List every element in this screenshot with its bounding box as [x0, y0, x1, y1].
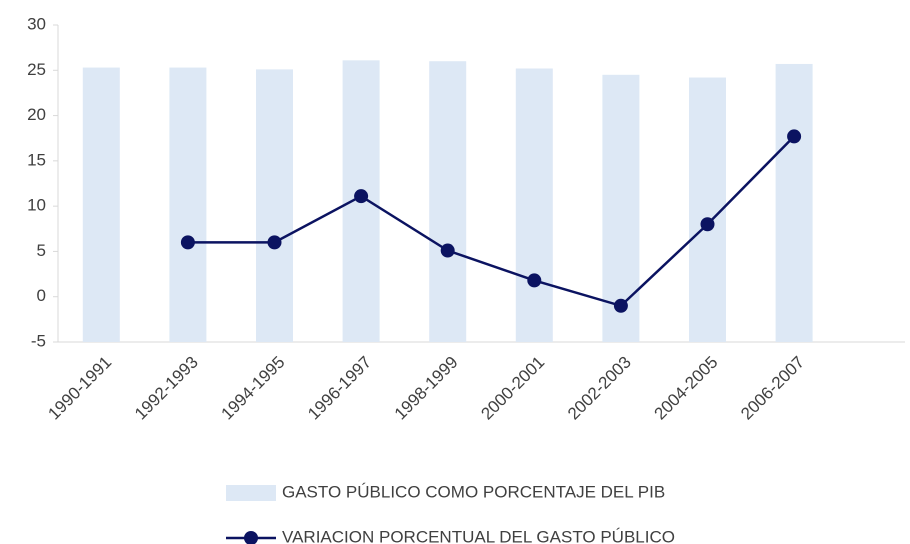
legend-swatch	[244, 531, 258, 544]
bar	[689, 77, 726, 342]
bar	[82, 67, 120, 342]
x-tick-label: 1996-1997	[304, 353, 375, 424]
bar	[256, 69, 293, 342]
y-tick-label: 30	[27, 14, 46, 33]
line-marker	[613, 298, 628, 313]
bar	[602, 74, 640, 343]
x-tick-label: 2006-2007	[737, 353, 808, 424]
y-tick-label: 5	[37, 241, 46, 260]
x-tick-label: 1998-1999	[391, 353, 462, 424]
line-marker	[440, 243, 455, 258]
y-tick-label: 20	[27, 105, 46, 124]
y-tick-label: 15	[27, 150, 46, 169]
y-tick-label: 25	[27, 60, 46, 79]
legend-label: VARIACION PORCENTUAL DEL GASTO PÚBLICO	[282, 527, 675, 544]
line	[187, 135, 795, 308]
x-tick-label: 1994-1995	[218, 353, 289, 424]
x-tick-label: 1992-1993	[131, 353, 202, 424]
bar	[515, 68, 553, 342]
bar	[169, 67, 207, 342]
bar	[775, 63, 813, 343]
line-marker	[700, 217, 715, 232]
line-marker	[180, 235, 195, 250]
bar	[429, 61, 467, 342]
line-marker	[267, 235, 282, 250]
y-tick-label: -5	[31, 331, 46, 350]
legend-swatch	[226, 485, 276, 501]
line-marker	[787, 129, 802, 144]
line-marker	[527, 273, 542, 288]
legend-label: GASTO PÚBLICO COMO PORCENTAJE DEL PIB	[282, 482, 665, 501]
x-tick-label: 1990-1991	[44, 353, 115, 424]
x-tick-label: 2000-2001	[477, 353, 548, 424]
x-tick-label: 2004-2005	[651, 353, 722, 424]
y-tick-label: 0	[37, 286, 46, 305]
y-tick-label: 10	[27, 196, 46, 215]
line-marker	[354, 189, 369, 204]
x-tick-label: 2002-2003	[564, 353, 635, 424]
